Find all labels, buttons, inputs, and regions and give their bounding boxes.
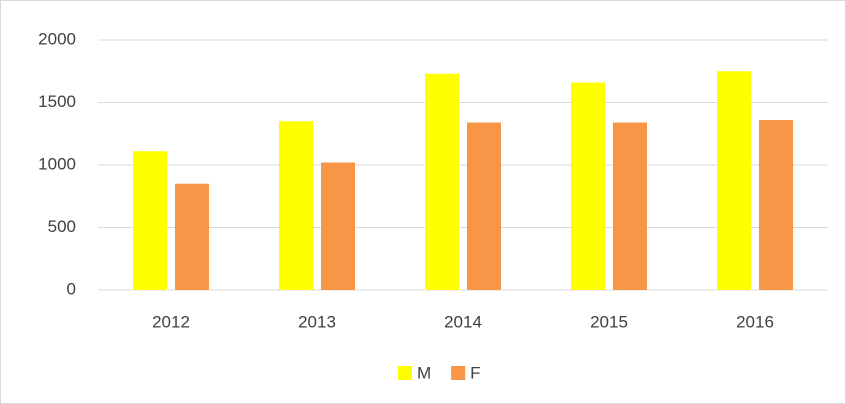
bar xyxy=(321,162,355,290)
y-tick-label: 1500 xyxy=(38,92,76,111)
legend-label: M xyxy=(417,363,431,382)
bar xyxy=(717,71,751,290)
y-tick-label: 0 xyxy=(67,279,76,298)
x-tick-label: 2016 xyxy=(736,312,774,331)
legend-label: F xyxy=(470,363,480,382)
legend-swatch xyxy=(451,366,466,380)
bar xyxy=(759,120,793,290)
legend-swatch xyxy=(398,366,412,380)
y-tick-label: 500 xyxy=(48,217,76,236)
bar xyxy=(279,121,313,290)
y-tick-label: 2000 xyxy=(38,29,76,48)
bar xyxy=(175,183,209,290)
x-tick-label: 2015 xyxy=(590,312,628,331)
bar xyxy=(571,82,605,290)
x-tick-label: 2013 xyxy=(298,312,336,331)
x-tick-label: 2012 xyxy=(152,312,190,331)
bar xyxy=(425,73,459,290)
bar xyxy=(133,151,167,290)
bar xyxy=(613,122,647,290)
bar xyxy=(467,122,501,290)
x-tick-label: 2014 xyxy=(444,312,482,331)
y-tick-label: 1000 xyxy=(38,154,76,173)
